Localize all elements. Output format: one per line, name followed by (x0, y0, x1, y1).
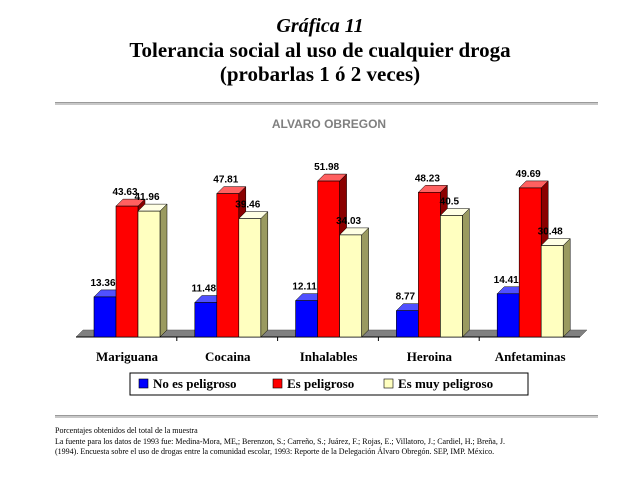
category-label-inhalables: Inhalables (300, 349, 358, 364)
data-label: 14.41 (494, 275, 519, 286)
data-label: 43.63 (112, 187, 137, 198)
data-label: 48.23 (415, 173, 440, 184)
bottom-divider (55, 415, 598, 418)
bar-no-es-peligroso-heroina (396, 310, 419, 338)
bar-no-es-peligroso-inhalables (295, 300, 318, 338)
figure-title-block: Gráfica 11 Tolerancia social al uso de c… (0, 14, 640, 86)
figure-label: Gráfica 11 (276, 15, 364, 37)
bar-no-es-peligroso-cocaina (194, 302, 218, 338)
bar-es-peligroso-cocaina (216, 193, 240, 338)
data-label: 8.77 (396, 292, 416, 303)
footnote-line-2: La fuente para los datos de 1993 fue: Me… (55, 436, 505, 446)
legend-box (129, 372, 529, 396)
footnote-line-3: (1994). Encuesta sobre el uso de drogas … (55, 447, 495, 456)
bar-es-peligroso-anfetaminas (518, 187, 542, 338)
bar-side (462, 207, 470, 338)
bar-es-muy-peligroso-inhalables (339, 234, 362, 338)
bar-es-muy-peligroso-anfetaminas (540, 245, 564, 338)
category-label-heroina: Heroina (407, 349, 453, 364)
legend-label-1: Es peligroso (287, 376, 354, 391)
bar-es-peligroso-inhalables (317, 180, 340, 338)
chart-title: ALVARO OBREGON (272, 117, 386, 131)
bar-side (260, 211, 269, 338)
legend-swatch-2 (383, 378, 394, 389)
legend-swatch-0 (138, 378, 149, 389)
data-label: 13.36 (90, 278, 115, 289)
figure-title-line1: Tolerancia social al uso de cualquier dr… (129, 38, 511, 62)
category-label-anfetaminas: Anfetaminas (495, 349, 566, 364)
data-label: 51.98 (314, 162, 339, 173)
figure-title-line2: (probarlas 1 ó 2 veces) (219, 62, 421, 86)
bar-side (159, 203, 168, 338)
data-label: 47.81 (213, 175, 238, 186)
bar-es-muy-peligroso-cocaina (238, 218, 262, 338)
bar-es-peligroso-mariguana (115, 205, 139, 338)
top-divider (55, 102, 598, 105)
category-label-cocaina: Cocaina (205, 349, 251, 364)
bar-side (562, 237, 571, 338)
legend-label-0: No es peligroso (153, 376, 237, 391)
bar-side (361, 227, 369, 338)
data-label: 49.69 (516, 169, 541, 180)
bar-no-es-peligroso-anfetaminas (496, 293, 520, 338)
data-label: 41.96 (134, 192, 159, 203)
legend-label-2: Es muy peligroso (398, 376, 493, 391)
category-label-mariguana: Mariguana (96, 349, 159, 364)
bar-es-muy-peligroso-mariguana (137, 210, 161, 338)
footnote-line-1: Porcentajes obtenidos del total de la mu… (55, 426, 198, 435)
data-label: 40.5 (440, 197, 460, 208)
data-label: 12.11 (292, 282, 317, 293)
data-label: 34.03 (336, 216, 361, 227)
data-label: 11.48 (192, 284, 217, 295)
bar-no-es-peligroso-mariguana (93, 296, 117, 338)
bar-es-muy-peligroso-heroina (440, 215, 463, 338)
data-label: 39.46 (235, 200, 260, 211)
data-label: 30.48 (538, 227, 563, 238)
legend-swatch-1 (272, 378, 283, 389)
footnotes: Porcentajes obtenidos del total de la mu… (55, 426, 615, 458)
bar-es-peligroso-heroina (418, 192, 441, 338)
